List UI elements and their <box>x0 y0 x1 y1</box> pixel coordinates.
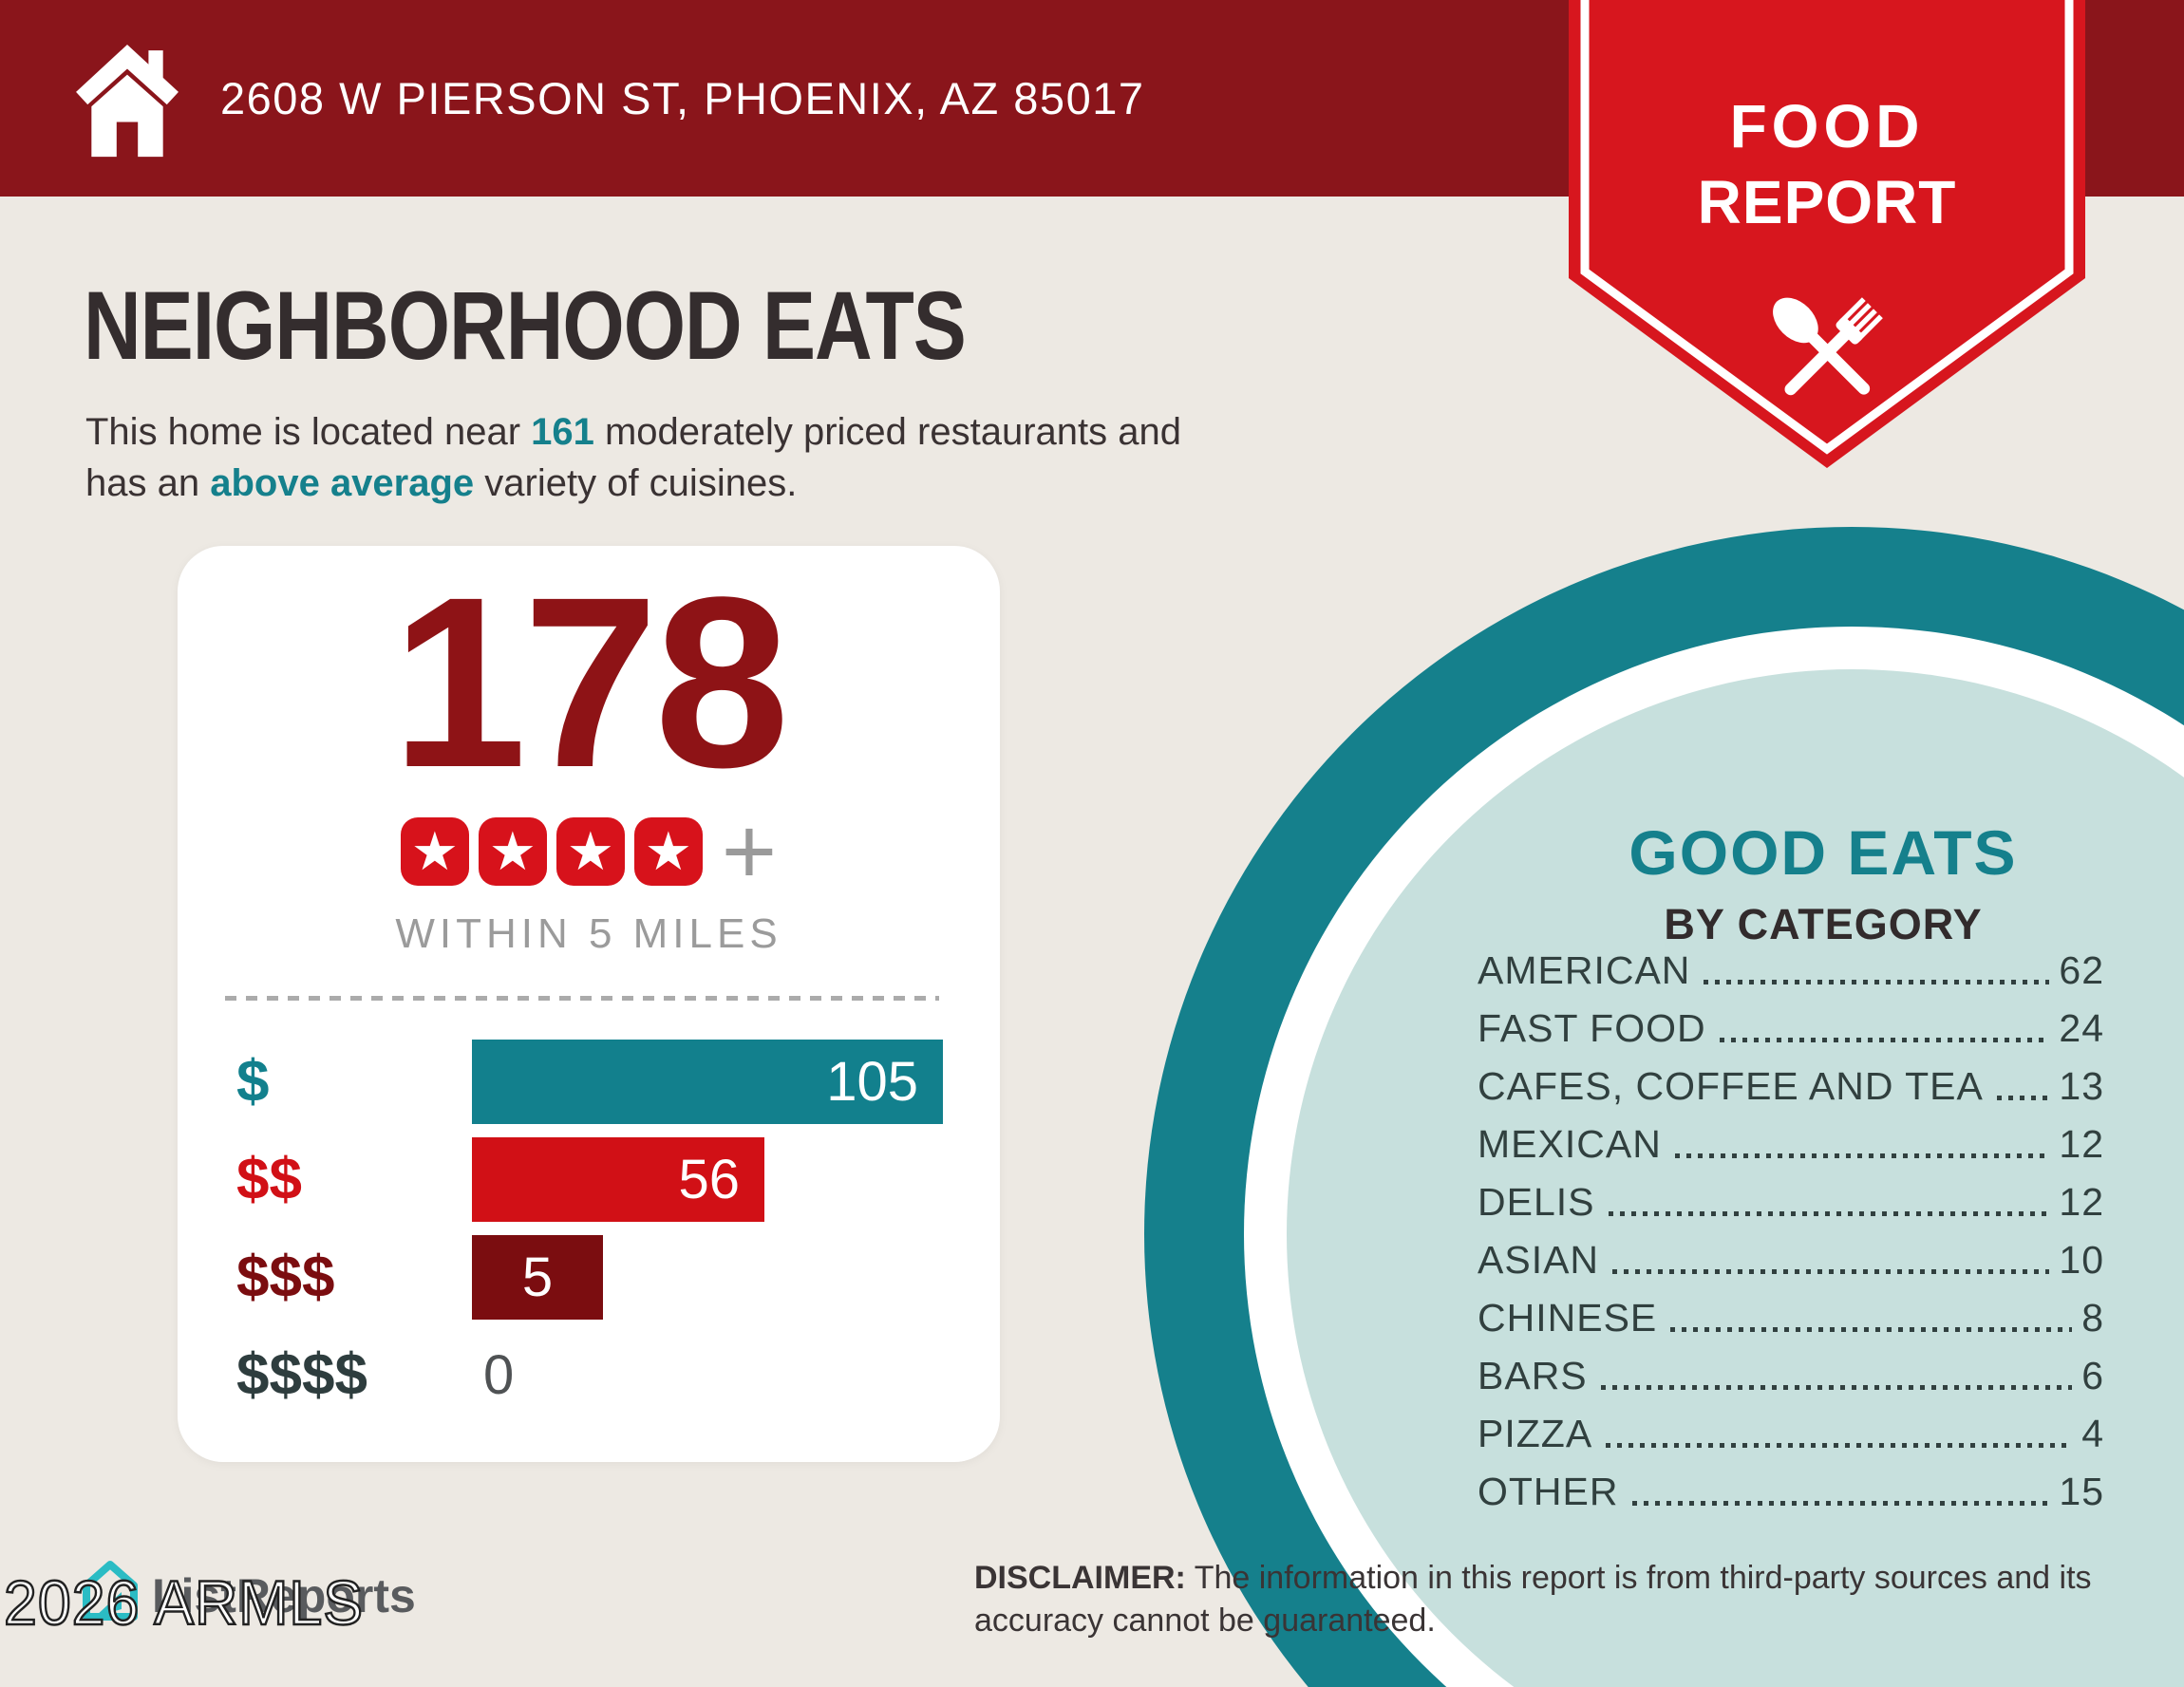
radius-label: WITHIN 5 MILES <box>395 910 782 957</box>
star-icon: ★ <box>400 817 469 886</box>
good-eats-title: GOOD EATS <box>1629 817 2018 888</box>
category-row: FAST FOOD 24 <box>1478 1009 2104 1048</box>
plus-icon: + <box>721 798 778 905</box>
summary-card: 178 ★ ★ ★ ★ + WITHIN 5 MILES $ 105 $$ <box>178 546 1000 1462</box>
dot-leader <box>1704 980 2050 984</box>
dashed-divider <box>225 996 939 1001</box>
crossed-spoon-fork-icon <box>1773 297 1883 396</box>
price-tier-label: $ <box>236 1048 270 1115</box>
armls-watermark: 2026 ARMLS <box>3 1566 364 1640</box>
price-tier-label: $$$ <box>236 1244 335 1310</box>
badge-ribbon-shape <box>1569 0 2085 468</box>
category-row: MEXICAN 12 <box>1478 1125 2104 1164</box>
property-address: 2608 W PIERSON ST, PHOENIX, AZ 85017 <box>220 73 1145 123</box>
star-icon: ★ <box>478 817 547 886</box>
dot-leader <box>1631 1501 2050 1506</box>
category-row: PIZZA 4 <box>1478 1415 2104 1453</box>
intro-line2-pre: has an <box>85 462 211 504</box>
star-icon: ★ <box>555 817 625 886</box>
price-row: $$ 56 <box>236 1137 945 1222</box>
price-row: $$$ 5 <box>236 1235 945 1320</box>
price-bar-value: 56 <box>678 1149 740 1210</box>
price-row: $ 105 <box>236 1040 945 1124</box>
price-tier-label: $$$$ <box>236 1341 367 1408</box>
category-row: OTHER 15 <box>1478 1472 2104 1511</box>
category-label: FAST FOOD <box>1478 1006 1706 1050</box>
dot-leader <box>1612 1269 2050 1274</box>
category-value: 6 <box>2081 1354 2104 1397</box>
dot-leader <box>1670 1327 2073 1332</box>
good-eats-subtitle: BY CATEGORY <box>1664 900 1983 948</box>
food-report-badge: FOOD REPORT <box>1569 0 2085 475</box>
category-label: CAFES, COFFEE AND TEA <box>1478 1064 1984 1108</box>
category-label: CHINESE <box>1478 1296 1658 1340</box>
category-row: AMERICAN 62 <box>1478 951 2104 990</box>
dot-leader <box>1606 1443 2073 1448</box>
star-icon: ★ <box>633 817 703 886</box>
price-tier-label: $$ <box>236 1146 302 1212</box>
category-value: 24 <box>2059 1006 2104 1050</box>
category-row: CAFES, COFFEE AND TEA 13 <box>1478 1067 2104 1106</box>
intro-line1-pre: This home is located near <box>85 411 532 453</box>
category-label: AMERICAN <box>1478 948 1691 992</box>
category-value: 8 <box>2081 1296 2104 1340</box>
intro-line2-post: variety of cuisines. <box>474 462 798 504</box>
category-label: BARS <box>1478 1354 1588 1397</box>
category-value: 4 <box>2081 1412 2104 1455</box>
disclaimer-label: DISCLAIMER: <box>974 1560 1186 1596</box>
category-value: 10 <box>2059 1238 2104 1282</box>
category-row: ASIAN 10 <box>1478 1241 2104 1280</box>
page-title: NEIGHBORHOOD EATS <box>84 271 967 380</box>
dot-leader <box>1600 1385 2073 1390</box>
category-label: DELIS <box>1478 1180 1595 1224</box>
price-bar: 105 <box>472 1040 943 1124</box>
badge-title-line1: FOOD <box>1729 92 1925 160</box>
category-row: CHINESE 8 <box>1478 1299 2104 1338</box>
category-label: MEXICAN <box>1478 1122 1662 1166</box>
category-label: OTHER <box>1478 1470 1619 1513</box>
star-rating: ★ ★ ★ ★ + <box>178 798 1000 905</box>
category-value: 13 <box>2059 1064 2104 1108</box>
price-tier-bar-chart: $ 105 $$ 56 $$$ 5 <box>236 1040 945 1431</box>
price-bar-value: 0 <box>483 1344 515 1406</box>
dot-leader <box>1719 1038 2050 1042</box>
category-row: DELIS 12 <box>1478 1183 2104 1222</box>
total-restaurants: 178 <box>391 547 789 818</box>
home-icon <box>76 45 179 158</box>
category-value: 12 <box>2059 1122 2104 1166</box>
listreports-brand-text: ListReports <box>152 1569 416 1622</box>
price-bar: 56 <box>472 1137 764 1222</box>
category-list: AMERICAN 62 FAST FOOD 24 CAFES, COFFEE AND… <box>1478 951 2104 1530</box>
intro-line1-post: moderately priced restaurants and <box>593 411 1181 453</box>
price-row: $$$$ 0 <box>236 1333 945 1417</box>
dot-leader <box>1608 1211 2050 1216</box>
category-value: 12 <box>2059 1180 2104 1224</box>
price-bar-value: 105 <box>826 1051 918 1113</box>
badge-title-line2: REPORT <box>1697 168 1957 236</box>
intro-text: This home is located near 161 moderately… <box>85 406 1181 509</box>
dot-leader <box>1996 1096 2050 1100</box>
category-value: 62 <box>2059 948 2104 992</box>
category-value: 15 <box>2059 1470 2104 1513</box>
disclaimer-text: DISCLAIMER: The information in this repo… <box>974 1560 2092 1639</box>
category-label: ASIAN <box>1478 1238 1600 1282</box>
price-bar: 5 <box>472 1235 603 1320</box>
category-row: BARS 6 <box>1478 1357 2104 1396</box>
dot-leader <box>1674 1153 2050 1158</box>
listreports-logo-icon <box>83 1561 138 1621</box>
variety-highlight: above average <box>210 462 475 504</box>
price-bar-value: 5 <box>521 1247 554 1308</box>
restaurant-count: 161 <box>531 411 594 453</box>
category-label: PIZZA <box>1478 1412 1593 1455</box>
